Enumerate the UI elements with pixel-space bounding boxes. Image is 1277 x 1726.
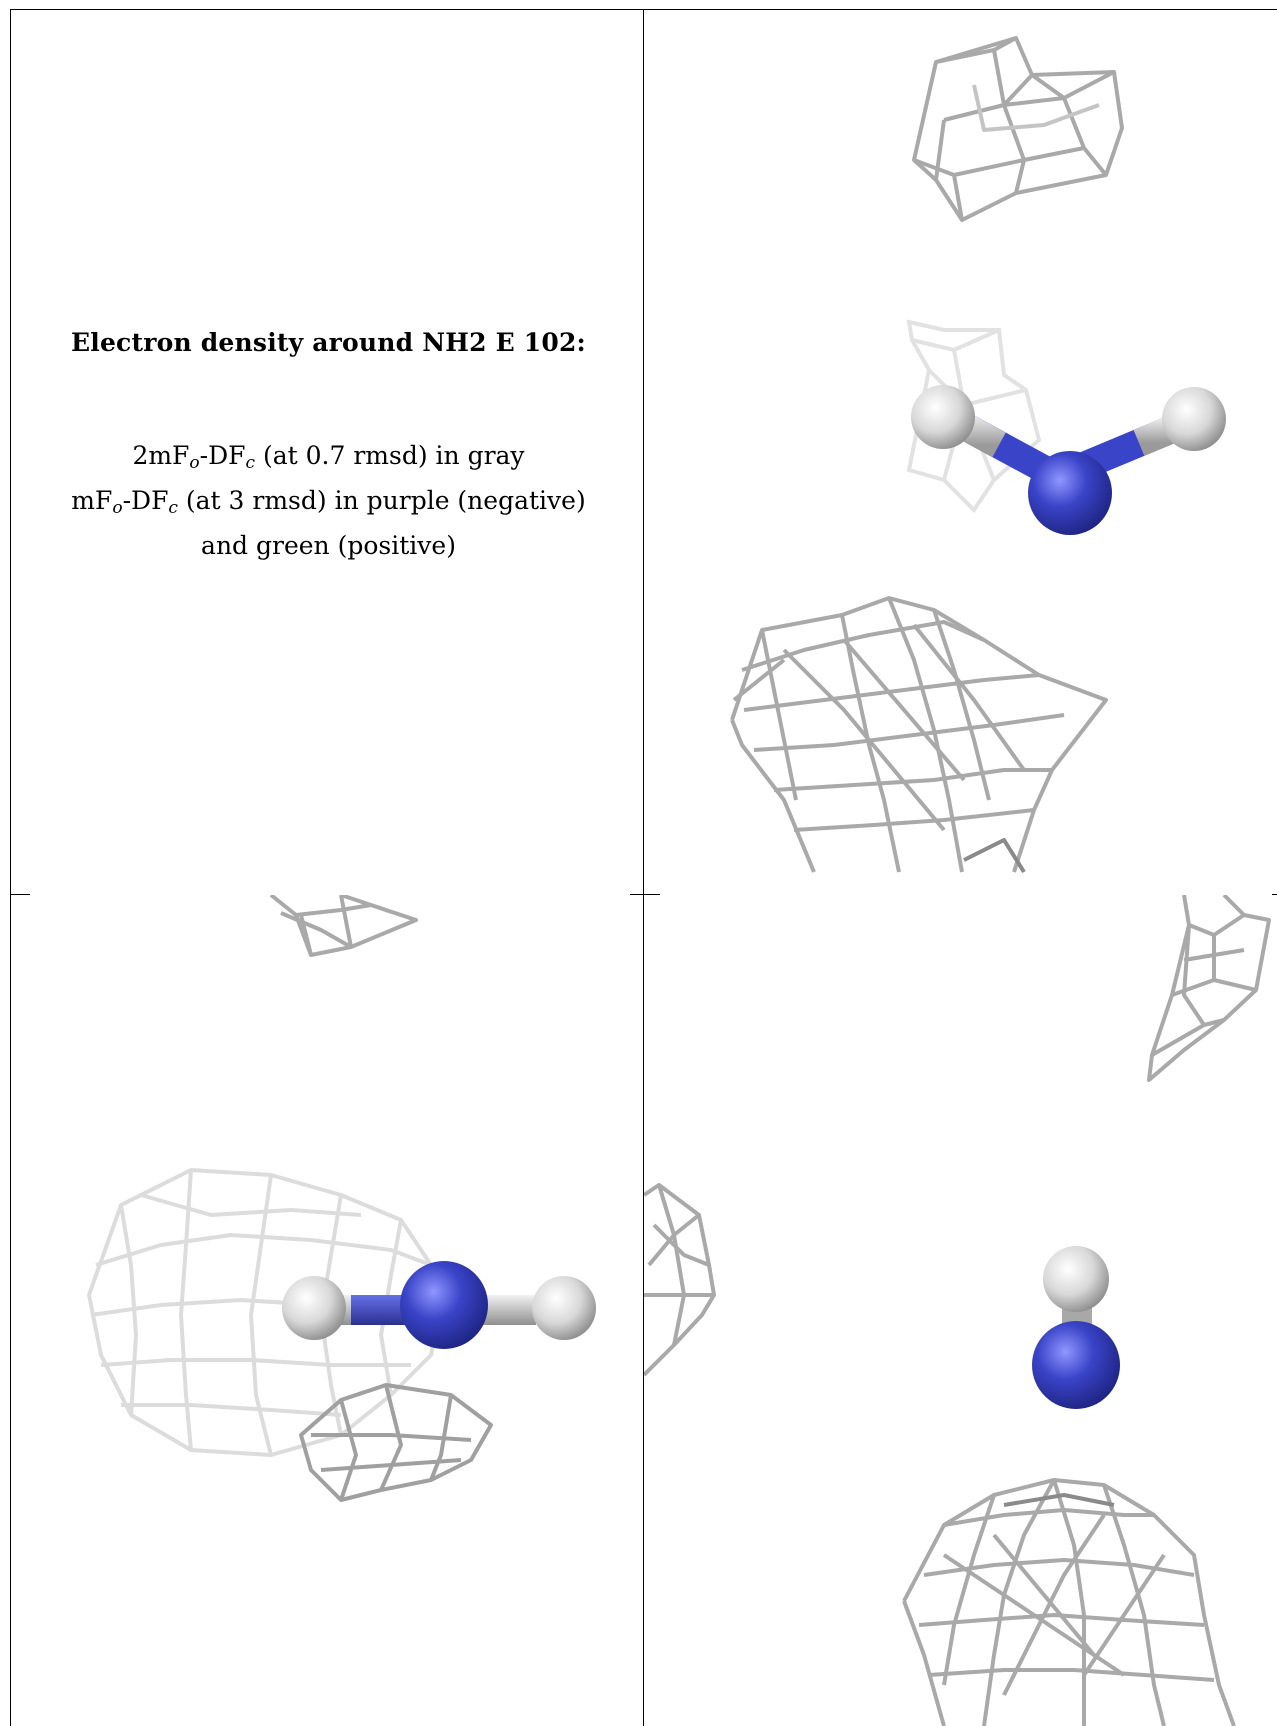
view-bottom-left bbox=[11, 895, 643, 1726]
molecule-nh2-bottom-right bbox=[1032, 1246, 1120, 1409]
density-render-top-right bbox=[730, 36, 1226, 874]
molecule-nh2-bottom-left bbox=[282, 1261, 596, 1349]
hydrogen-atom bbox=[1043, 1246, 1109, 1312]
caption-title: Electron density around NH2 E 102: bbox=[71, 328, 586, 357]
density-render-bottom-right bbox=[644, 895, 1271, 1726]
density-mesh-bottom bbox=[730, 596, 1108, 874]
figure-grid bbox=[10, 9, 1277, 1726]
hydrogen-atom bbox=[282, 1276, 346, 1340]
nitrogen-atom bbox=[400, 1261, 488, 1349]
density-mesh-lower bbox=[299, 1383, 493, 1502]
caption-description: 2mFo-DFc (at 0.7 rmsd) in gray mFo-DFc (… bbox=[10, 437, 643, 565]
grid-left-border bbox=[10, 9, 11, 1726]
grid-center-divider bbox=[643, 9, 644, 1726]
hydrogen-atom bbox=[911, 385, 975, 449]
caption-line-3: and green (positive) bbox=[201, 531, 456, 560]
caption-panel: Electron density around NH2 E 102: 2mFo-… bbox=[10, 10, 643, 885]
hydrogen-atom bbox=[532, 1276, 596, 1340]
density-mesh-bottom bbox=[902, 1478, 1236, 1726]
density-mesh-top bbox=[912, 36, 1124, 222]
nitrogen-atom bbox=[1032, 1321, 1120, 1409]
grid-middle-divider-right bbox=[630, 894, 660, 895]
molecule-nh2-top-right bbox=[911, 385, 1226, 535]
density-mesh-left bbox=[644, 1183, 716, 1377]
view-top-right bbox=[644, 10, 1277, 885]
caption-line-2: mFo-DFc (at 3 rmsd) in purple (negative) bbox=[71, 486, 586, 518]
caption-line-1: 2mFo-DFc (at 0.7 rmsd) in gray bbox=[132, 441, 525, 473]
density-mesh-top bbox=[269, 895, 418, 957]
density-render-bottom-left bbox=[87, 895, 596, 1502]
grid-middle-divider-left bbox=[10, 894, 30, 895]
nitrogen-atom bbox=[1028, 451, 1112, 535]
hydrogen-atom bbox=[1162, 387, 1226, 451]
grid-middle-divider-far-right bbox=[1272, 894, 1277, 895]
density-mesh-top bbox=[1147, 895, 1271, 1082]
view-bottom-right bbox=[644, 895, 1277, 1726]
